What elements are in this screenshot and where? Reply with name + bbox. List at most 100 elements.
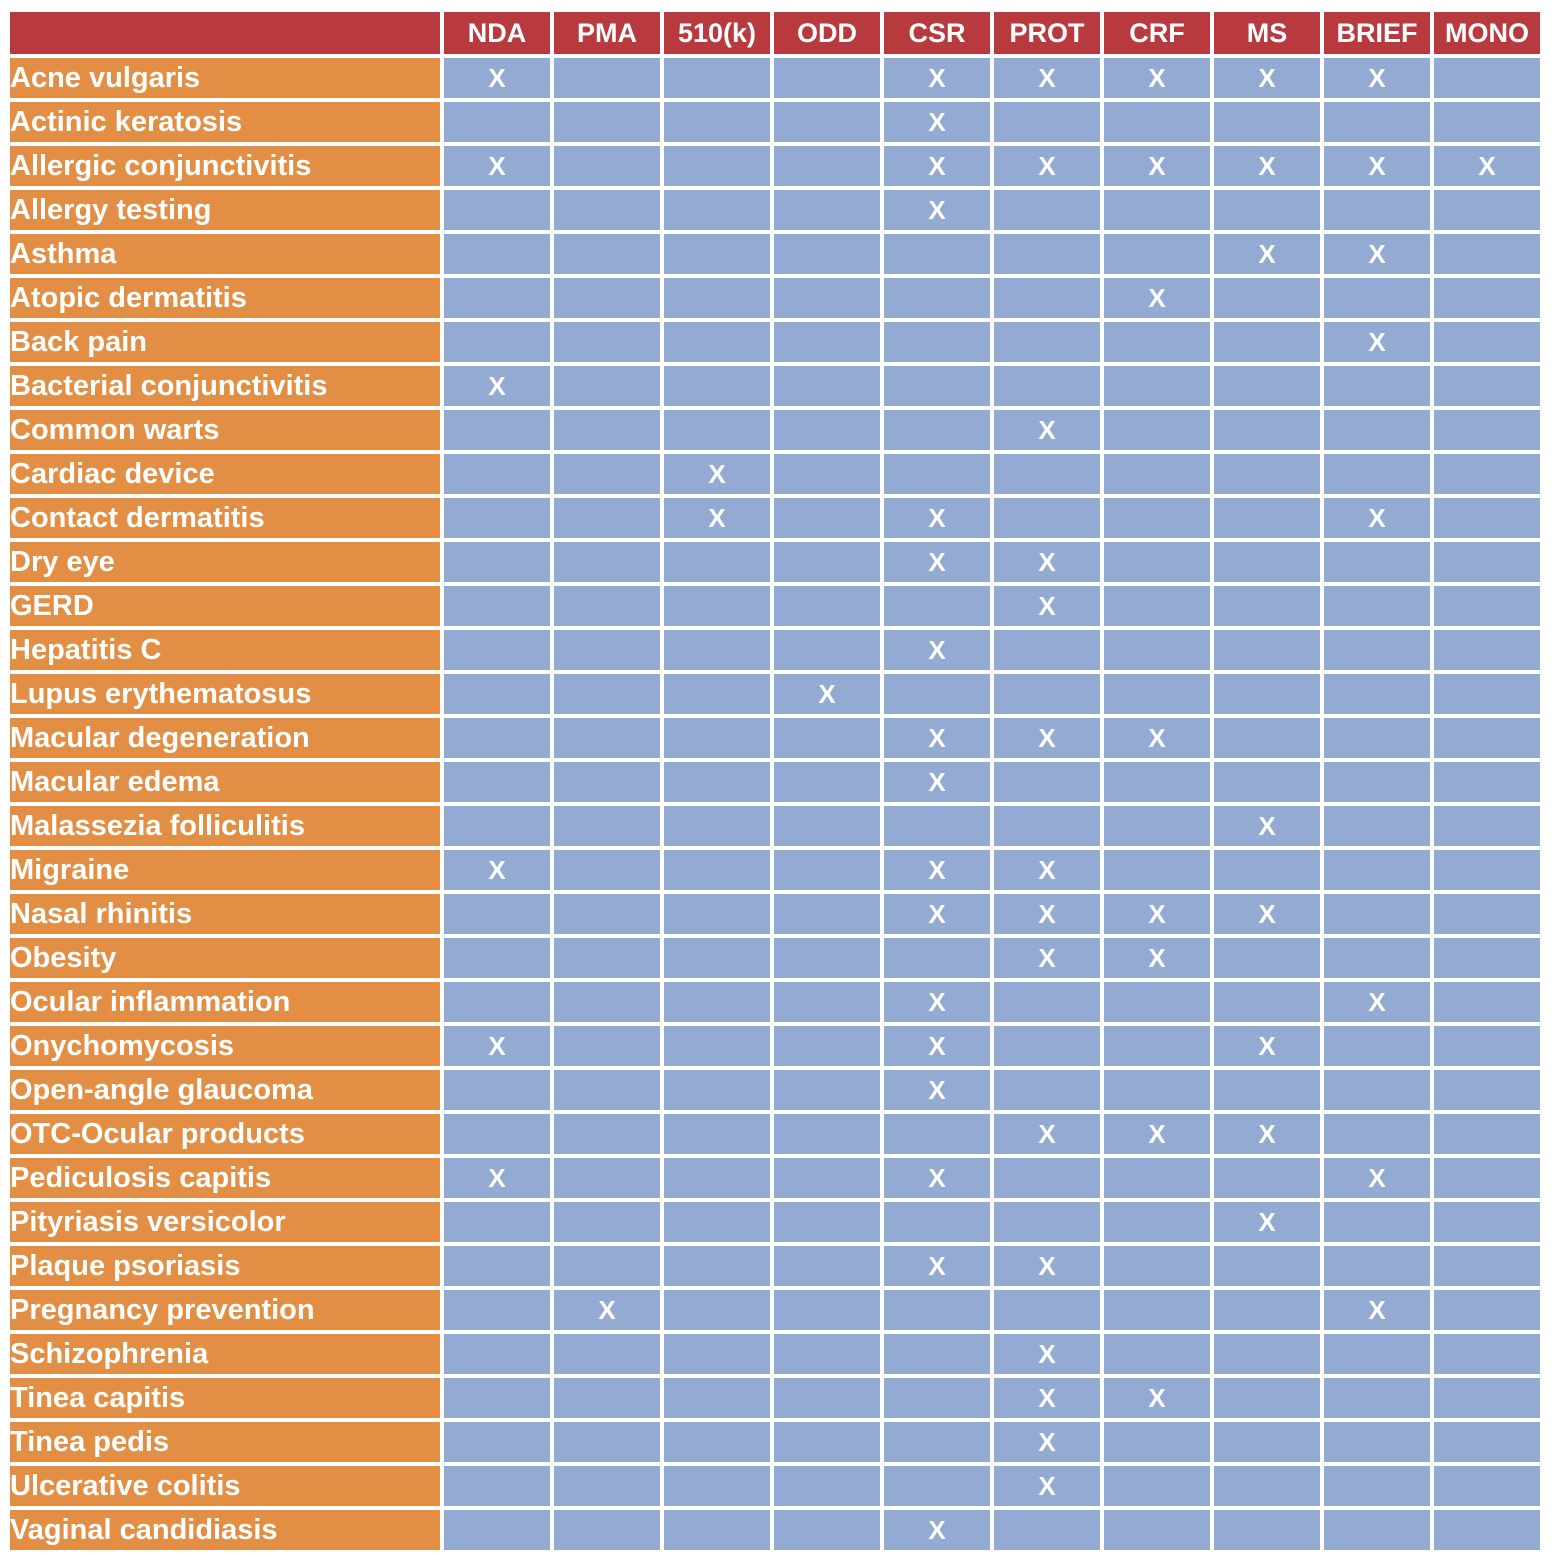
- matrix-cell-empty: [774, 1422, 880, 1462]
- matrix-cell-empty: [664, 1378, 770, 1418]
- matrix-cell-empty: [1214, 762, 1320, 802]
- matrix-cell-empty: [1214, 1378, 1320, 1418]
- matrix-cell-empty: [1214, 1158, 1320, 1198]
- matrix-table: NDA PMA 510(k) ODD CSR PROT CRF MS BRIEF MONO Acn…: [6, 8, 1544, 1554]
- row-label: Tinea capitis: [10, 1378, 440, 1418]
- matrix-cell-empty: [664, 146, 770, 186]
- matrix-cell-empty: [444, 1378, 550, 1418]
- row-label: Back pain: [10, 322, 440, 362]
- matrix-cell-empty: [1214, 1510, 1320, 1550]
- matrix-cell-marked: X: [1214, 1114, 1320, 1154]
- matrix-cell-empty: [1434, 894, 1540, 934]
- matrix-cell-empty: [444, 894, 550, 934]
- matrix-cell-empty: [444, 1290, 550, 1330]
- matrix-cell-marked: X: [994, 410, 1100, 450]
- row-label: Common warts: [10, 410, 440, 450]
- matrix-cell-marked: X: [444, 850, 550, 890]
- matrix-cell-empty: [1434, 586, 1540, 626]
- matrix-cell-empty: [444, 102, 550, 142]
- column-header-pma: PMA: [554, 12, 660, 54]
- matrix-cell-empty: [444, 1334, 550, 1374]
- matrix-cell-empty: [1214, 322, 1320, 362]
- matrix-cell-empty: [1434, 322, 1540, 362]
- matrix-cell-empty: [664, 234, 770, 274]
- table-row: GERD X: [10, 586, 1540, 626]
- matrix-cell-empty: [774, 982, 880, 1022]
- matrix-cell-marked: X: [1104, 146, 1210, 186]
- row-label: Hepatitis C: [10, 630, 440, 670]
- matrix-cell-empty: [1214, 102, 1320, 142]
- table-row: Dry eye X X: [10, 542, 1540, 582]
- matrix-cell-empty: [994, 1158, 1100, 1198]
- matrix-cell-empty: [1434, 58, 1540, 98]
- matrix-cell-empty: [554, 674, 660, 714]
- matrix-cell-empty: [1324, 806, 1430, 846]
- table-header: NDA PMA 510(k) ODD CSR PROT CRF MS BRIEF MONO: [10, 12, 1540, 54]
- matrix-cell-empty: [774, 806, 880, 846]
- column-header-prot: PROT: [994, 12, 1100, 54]
- table-row: Pregnancy prevention X X: [10, 1290, 1540, 1330]
- matrix-cell-empty: [1324, 102, 1430, 142]
- matrix-cell-empty: [1324, 1422, 1430, 1462]
- row-label: Tinea pedis: [10, 1422, 440, 1462]
- row-label: Plaque psoriasis: [10, 1246, 440, 1286]
- matrix-cell-empty: [994, 674, 1100, 714]
- matrix-cell-empty: [994, 498, 1100, 538]
- matrix-cell-empty: [1434, 454, 1540, 494]
- matrix-cell-empty: [884, 1378, 990, 1418]
- table-row: Bacterial conjunctivitis X: [10, 366, 1540, 406]
- row-label: Pregnancy prevention: [10, 1290, 440, 1330]
- matrix-cell-marked: X: [444, 146, 550, 186]
- matrix-cell-marked: X: [1324, 982, 1430, 1022]
- matrix-cell-empty: [884, 1466, 990, 1506]
- matrix-cell-empty: [1214, 190, 1320, 230]
- matrix-cell-empty: [884, 938, 990, 978]
- row-label: Acne vulgaris: [10, 58, 440, 98]
- matrix-cell-empty: [1324, 1026, 1430, 1066]
- matrix-cell-empty: [1104, 1202, 1210, 1242]
- table-row: Ulcerative colitis X: [10, 1466, 1540, 1506]
- matrix-cell-empty: [774, 1378, 880, 1418]
- row-label: Malassezia folliculitis: [10, 806, 440, 846]
- matrix-cell-empty: [664, 1158, 770, 1198]
- matrix-cell-empty: [774, 1202, 880, 1242]
- matrix-cell-marked: X: [1324, 234, 1430, 274]
- matrix-cell-empty: [774, 586, 880, 626]
- matrix-cell-empty: [444, 806, 550, 846]
- matrix-cell-empty: [994, 278, 1100, 318]
- matrix-cell-empty: [1324, 278, 1430, 318]
- row-label: Onychomycosis: [10, 1026, 440, 1066]
- matrix-cell-empty: [664, 190, 770, 230]
- matrix-cell-empty: [444, 1070, 550, 1110]
- matrix-cell-empty: [554, 718, 660, 758]
- matrix-cell-empty: [1434, 630, 1540, 670]
- matrix-cell-empty: [664, 982, 770, 1022]
- row-label: Pediculosis capitis: [10, 1158, 440, 1198]
- table-row: Schizophrenia X: [10, 1334, 1540, 1374]
- matrix-cell-empty: [664, 410, 770, 450]
- matrix-cell-marked: X: [1104, 894, 1210, 934]
- matrix-cell-empty: [994, 1070, 1100, 1110]
- matrix-cell-marked: X: [1214, 146, 1320, 186]
- matrix-cell-marked: X: [994, 1246, 1100, 1286]
- row-label: Lupus erythematosus: [10, 674, 440, 714]
- matrix-cell-empty: [664, 1246, 770, 1286]
- matrix-cell-empty: [884, 366, 990, 406]
- matrix-cell-empty: [774, 1334, 880, 1374]
- matrix-cell-empty: [554, 278, 660, 318]
- matrix-cell-empty: [554, 1510, 660, 1550]
- matrix-cell-empty: [554, 850, 660, 890]
- table-row: Vaginal candidiasis X: [10, 1510, 1540, 1550]
- matrix-cell-empty: [1434, 498, 1540, 538]
- row-label: Nasal rhinitis: [10, 894, 440, 934]
- matrix-cell-empty: [444, 1246, 550, 1286]
- matrix-cell-empty: [554, 894, 660, 934]
- matrix-cell-empty: [1214, 1422, 1320, 1462]
- matrix-cell-empty: [444, 762, 550, 802]
- matrix-cell-empty: [554, 366, 660, 406]
- matrix-cell-empty: [554, 58, 660, 98]
- matrix-cell-empty: [774, 234, 880, 274]
- matrix-cell-empty: [664, 1334, 770, 1374]
- matrix-cell-empty: [664, 806, 770, 846]
